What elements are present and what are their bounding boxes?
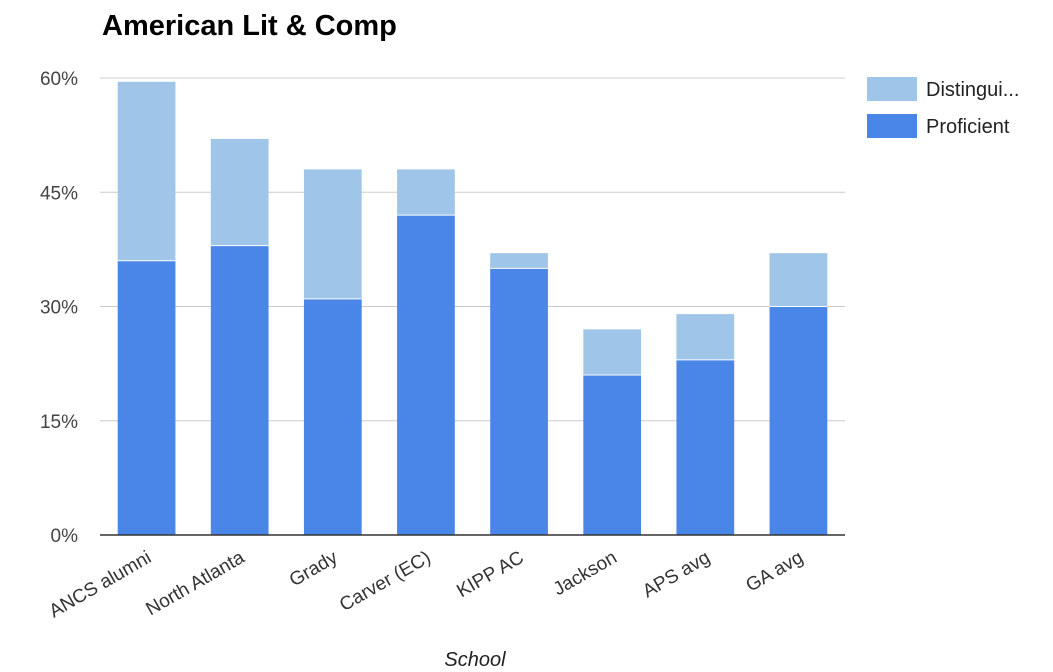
bar-distinguished-4 — [490, 253, 548, 269]
x-category-label: ANCS alumni — [46, 547, 155, 622]
legend-swatch — [867, 114, 917, 138]
bar-distinguished-3 — [397, 169, 455, 216]
y-tick-label: 30% — [40, 298, 78, 319]
y-tick-label: 60% — [40, 69, 78, 90]
bar-proficient-7 — [769, 306, 828, 535]
bar-proficient-6 — [676, 359, 735, 535]
legend-label: Proficient — [926, 116, 1010, 138]
bar-proficient-4 — [490, 268, 548, 535]
y-axis-ticks: 0% 15% 30% 45% 60% — [40, 69, 78, 547]
x-category-label: Grady — [286, 547, 342, 591]
x-category-label: KIPP AC — [453, 547, 527, 602]
legend-label: Distingui... — [926, 79, 1019, 101]
x-category-label: North Atlanta — [143, 547, 249, 620]
bar-proficient-5 — [583, 375, 642, 535]
x-axis-title: School — [444, 649, 506, 671]
bar-distinguished-0 — [117, 81, 176, 261]
bar-proficient-0 — [117, 260, 176, 535]
legend-swatch — [867, 77, 917, 101]
bar-distinguished-2 — [303, 169, 362, 299]
bar-proficient-1 — [210, 245, 269, 535]
y-tick-label: 45% — [40, 183, 78, 204]
bar-distinguished-1 — [210, 138, 269, 246]
y-tick-label: 15% — [40, 412, 78, 433]
x-category-label: Carver (EC) — [336, 547, 434, 616]
legend: Distingui... Proficient — [867, 77, 1019, 138]
x-category-label: APS avg — [639, 547, 714, 602]
bar-proficient-3 — [397, 215, 455, 535]
bar-proficient-2 — [303, 298, 362, 535]
bar-distinguished-7 — [769, 253, 828, 307]
chart-title: American Lit & Comp — [102, 10, 397, 42]
bar-distinguished-6 — [676, 314, 735, 360]
y-tick-label: 0% — [51, 526, 79, 547]
x-category-label: GA avg — [742, 547, 806, 596]
bars — [117, 81, 828, 535]
x-category-label: Jackson — [550, 547, 621, 600]
bar-distinguished-5 — [583, 329, 642, 376]
